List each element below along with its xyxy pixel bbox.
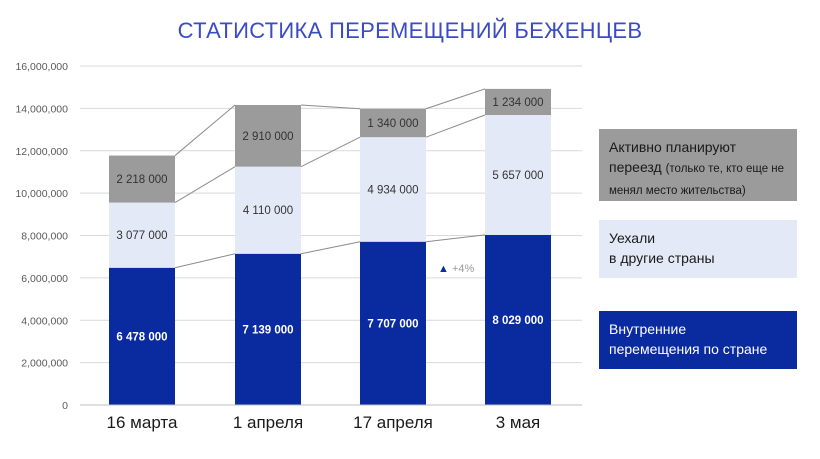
- y-tick-label: 10,000,000: [15, 188, 68, 200]
- bar-segment-abroad: [360, 137, 426, 242]
- bar-segment-internal: [360, 241, 426, 405]
- data-label: 7 139 000: [242, 324, 293, 336]
- data-label: 4 110 000: [243, 205, 293, 217]
- x-category-label: 1 апреля: [233, 413, 303, 432]
- x-category-label: 3 мая: [496, 413, 541, 432]
- y-tick-label: 8,000,000: [21, 231, 68, 243]
- connector-line: [300, 241, 361, 255]
- legend-planning-note: (только те, кто еще не менял место жител…: [609, 163, 785, 197]
- data-label: 3 077 000: [116, 230, 167, 242]
- bar-segment-planning: [109, 155, 175, 203]
- connector-line: [425, 88, 486, 110]
- connector-line: [425, 234, 486, 243]
- data-label: 8 029 000: [492, 315, 543, 327]
- bar-segment-planning: [235, 105, 301, 167]
- connector-line: [174, 104, 236, 156]
- y-tick-label: 12,000,000: [15, 146, 68, 158]
- bar-segment-planning: [485, 88, 551, 116]
- y-tick-label: 14,000,000: [15, 103, 68, 115]
- legend-planning-label: Активно планируют переезд: [609, 139, 737, 175]
- connector-line: [174, 166, 236, 203]
- bar-segment-abroad: [485, 115, 551, 235]
- data-label: 1 340 000: [367, 118, 418, 130]
- legend-abroad: Уехали в другие страны: [599, 220, 797, 278]
- data-label: 4 934 000: [367, 184, 418, 196]
- data-label: 6 478 000: [116, 331, 167, 343]
- y-tick-label: 2,000,000: [21, 358, 68, 370]
- connector-line: [300, 136, 361, 168]
- connector-line: [174, 253, 236, 269]
- legend-internal-line2: перемещения по стране: [609, 341, 768, 357]
- data-label: 2 218 000: [116, 174, 167, 186]
- bar-segment-planning: [360, 108, 426, 138]
- bar-segment-abroad: [235, 166, 301, 254]
- data-label: 7 707 000: [367, 318, 418, 330]
- data-label: 2 910 000: [242, 131, 293, 143]
- data-label: 5 657 000: [492, 170, 543, 182]
- connector-line: [425, 114, 486, 138]
- growth-annotation: ▲ +4%: [438, 263, 474, 275]
- y-tick-label: 0: [62, 400, 68, 412]
- bar-segment-internal: [235, 253, 301, 405]
- y-tick-label: 16,000,000: [15, 61, 68, 73]
- legend-internal: Внутренние перемещения по стране: [599, 311, 797, 369]
- chart-title: СТАТИСТИКА ПЕРЕМЕЩЕНИЙ БЕЖЕНЦЕВ: [177, 18, 643, 43]
- y-tick-label: 4,000,000: [21, 315, 68, 327]
- y-tick-label: 6,000,000: [21, 273, 68, 285]
- legend-planning: Активно планируют переезд (только те, кт…: [599, 129, 797, 201]
- bar-segment-abroad: [109, 202, 175, 268]
- x-category-label: 16 марта: [107, 413, 178, 432]
- legend-abroad-line2: в другие страны: [609, 250, 715, 266]
- connector-line: [300, 104, 361, 110]
- legend-internal-line1: Внутренние: [609, 321, 687, 337]
- data-label: 1 234 000: [492, 97, 543, 109]
- bar-segment-internal: [485, 234, 551, 405]
- x-category-label: 17 апреля: [353, 413, 433, 432]
- legend-abroad-line1: Уехали: [609, 230, 656, 246]
- bar-segment-internal: [109, 267, 175, 405]
